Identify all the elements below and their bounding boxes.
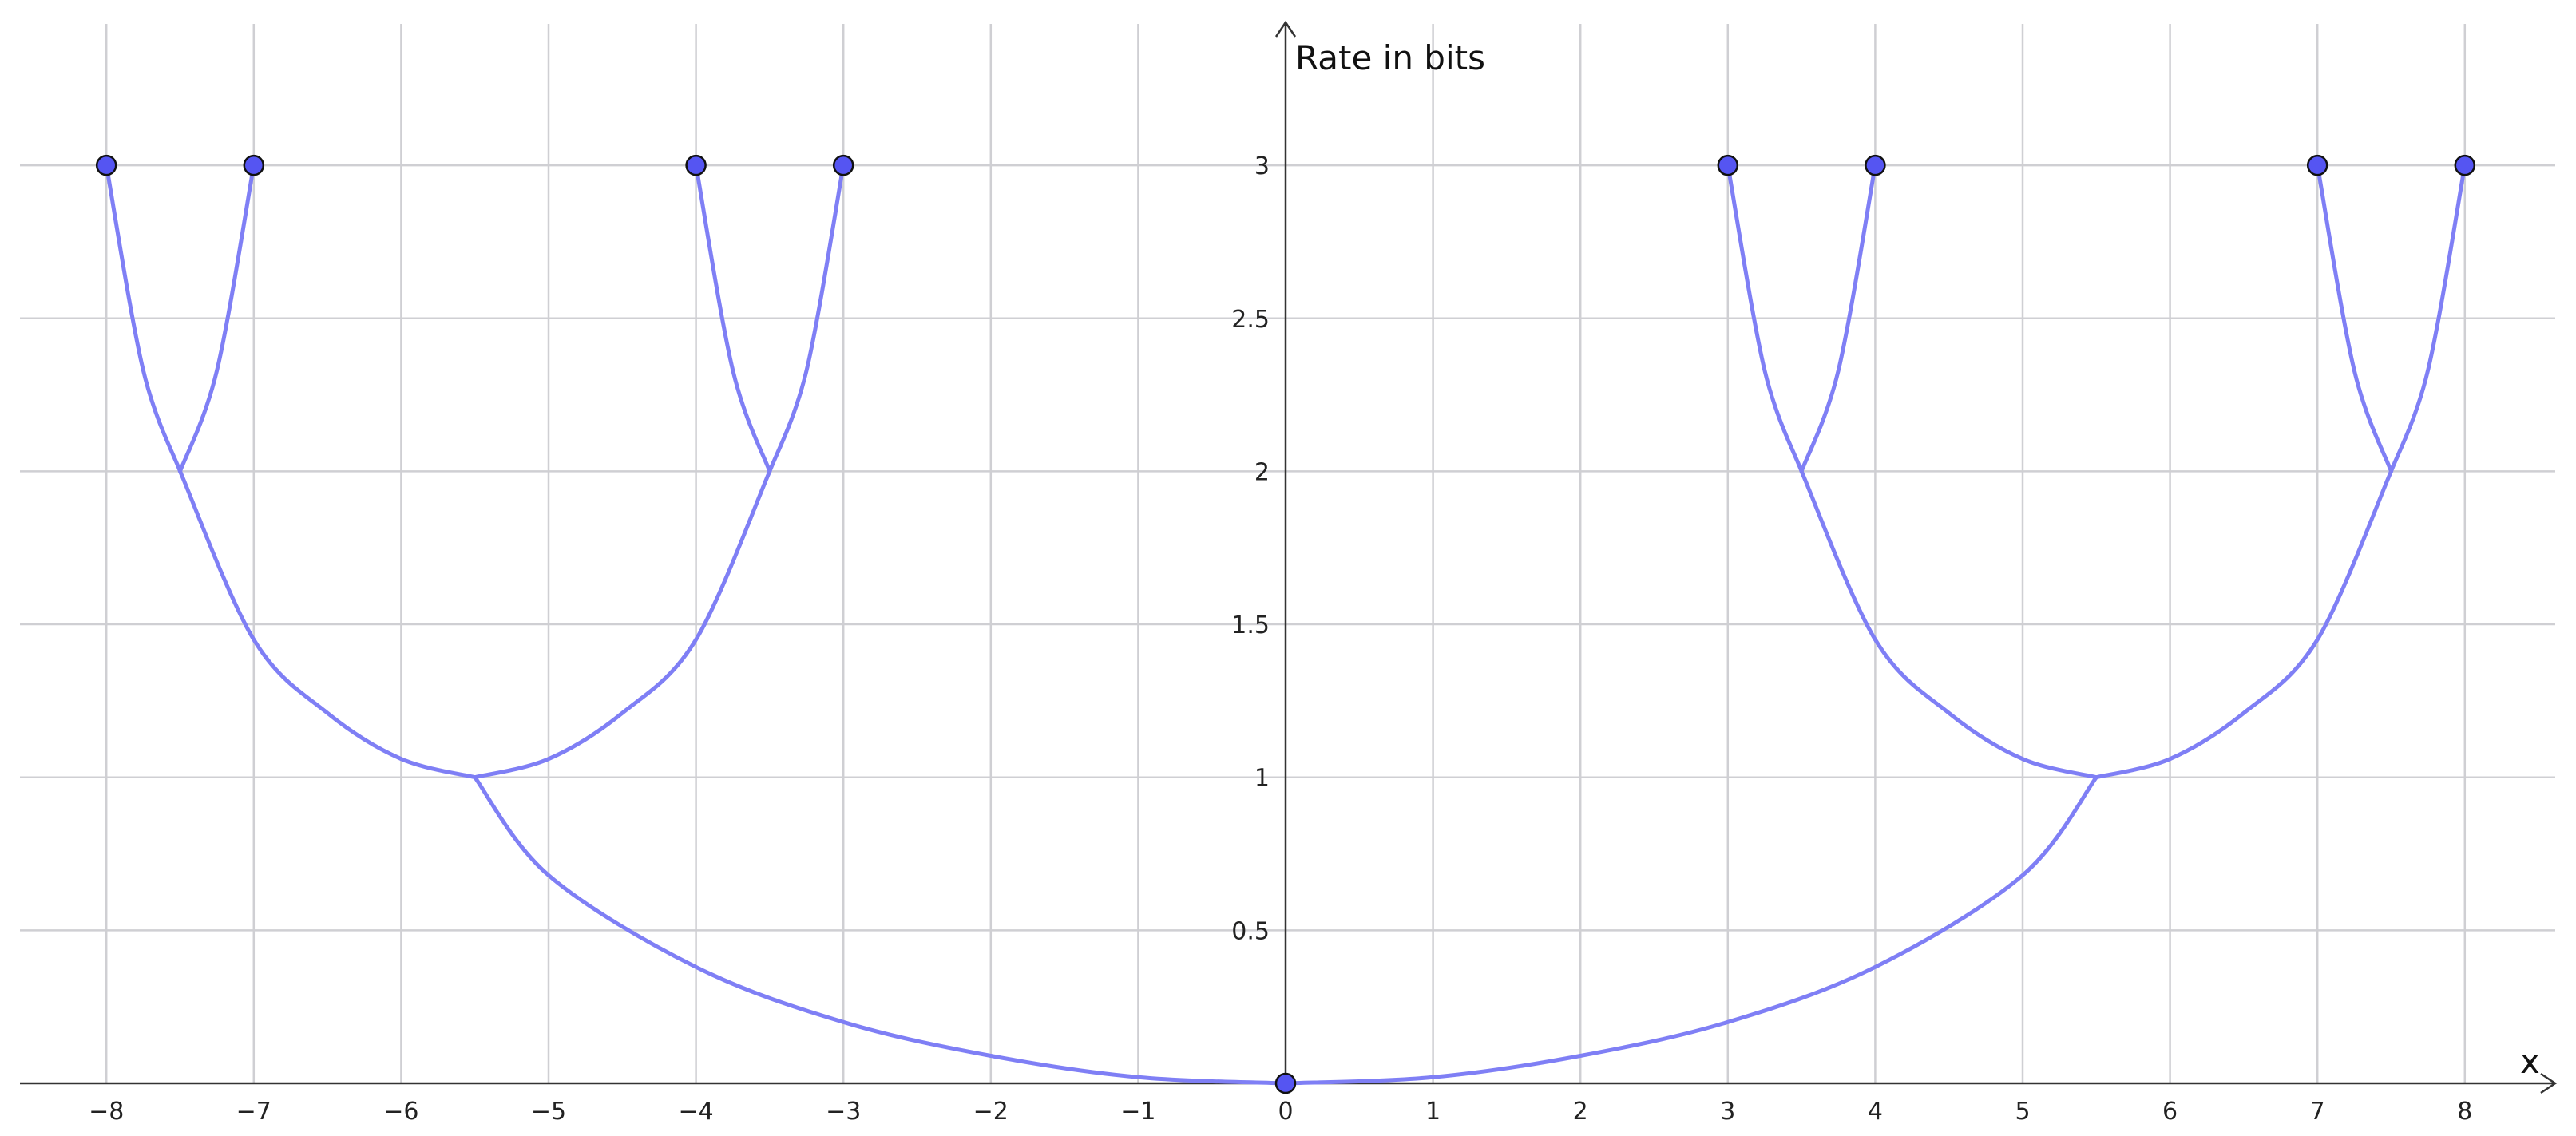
x-axis-arrow bbox=[2540, 1072, 2558, 1094]
x-tick-label-8: 0 bbox=[1278, 1098, 1293, 1126]
curve-1 bbox=[1283, 775, 2098, 1086]
x-tick-label-12: 4 bbox=[1868, 1098, 1883, 1126]
y-axis-label: Rate in bits bbox=[1295, 38, 1485, 77]
y-tick-label-5: 3 bbox=[1254, 152, 1270, 180]
x-tick-label-4: −4 bbox=[678, 1098, 713, 1126]
curve-9 bbox=[767, 163, 846, 473]
curve-8 bbox=[694, 163, 772, 473]
y-axis-arrow bbox=[1274, 20, 1297, 38]
x-tick-label-9: 1 bbox=[1425, 1098, 1441, 1126]
curve-7 bbox=[178, 163, 256, 473]
curve-2 bbox=[178, 469, 478, 780]
data-point-8 bbox=[1274, 1072, 1297, 1094]
curves bbox=[104, 163, 2467, 1086]
data-point-6 bbox=[2306, 154, 2328, 176]
data-point-4 bbox=[1717, 154, 1739, 176]
data-point-3 bbox=[832, 154, 854, 176]
curve-13 bbox=[2389, 163, 2467, 473]
data-point-2 bbox=[685, 154, 707, 176]
y-tick-label-1: 1 bbox=[1254, 765, 1270, 793]
x-tick-label-5: −3 bbox=[826, 1098, 861, 1126]
x-tick-label-3: −5 bbox=[531, 1098, 566, 1126]
x-tick-label-0: −8 bbox=[89, 1098, 124, 1126]
y-tick-label-0: 0.5 bbox=[1231, 917, 1270, 945]
x-tick-label-13: 5 bbox=[2015, 1098, 2030, 1126]
x-tick-label-14: 6 bbox=[2162, 1098, 2178, 1126]
curve-3 bbox=[473, 469, 772, 780]
y-tick-label-2: 1.5 bbox=[1231, 612, 1270, 639]
data-point-1 bbox=[243, 154, 265, 176]
y-tick-label-3: 2 bbox=[1254, 458, 1270, 486]
curve-11 bbox=[1799, 163, 1877, 473]
y-tick-label-4: 2.5 bbox=[1231, 306, 1270, 334]
curve-12 bbox=[2315, 163, 2393, 473]
tick-labels: −8 −7 −6 −5 −4 −3 −2 −1 0 1 2 3 4 5 6 7 8 0.5 1 1.5 2 2.5 3 bbox=[89, 152, 2472, 1126]
x-tick-label-1: −7 bbox=[236, 1098, 271, 1126]
data-point-0 bbox=[95, 154, 117, 176]
curve-5 bbox=[2094, 469, 2393, 780]
curve-4 bbox=[1799, 469, 2098, 780]
x-tick-label-2: −6 bbox=[383, 1098, 418, 1126]
data-points bbox=[95, 154, 2476, 1094]
data-point-7 bbox=[2454, 154, 2476, 176]
x-axis-label: x bbox=[2520, 1042, 2540, 1081]
curve-0 bbox=[473, 775, 1288, 1086]
x-tick-label-6: −2 bbox=[973, 1098, 1009, 1126]
grid bbox=[20, 24, 2555, 1083]
curve-6 bbox=[104, 163, 182, 473]
x-tick-label-7: −1 bbox=[1120, 1098, 1155, 1126]
data-point-5 bbox=[1865, 154, 1886, 176]
curve-10 bbox=[1726, 163, 1804, 473]
x-tick-label-10: 2 bbox=[1573, 1098, 1588, 1126]
x-tick-label-11: 3 bbox=[1720, 1098, 1735, 1126]
x-tick-label-15: 7 bbox=[2310, 1098, 2325, 1126]
x-tick-label-16: 8 bbox=[2457, 1098, 2472, 1126]
